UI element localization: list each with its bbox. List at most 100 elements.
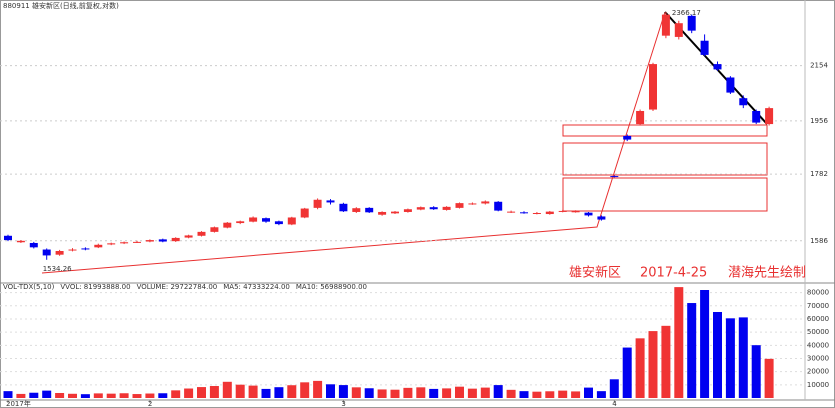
legend-item: MA5: 47333224.00 — [223, 283, 290, 291]
candle-body — [623, 135, 632, 140]
candle-body — [403, 209, 412, 212]
candle-body — [42, 249, 51, 256]
trend-line — [41, 11, 666, 274]
legend-item: VVOL: 81993888.00 — [60, 283, 130, 291]
candle-body — [507, 211, 516, 213]
candle-body — [597, 216, 606, 220]
volume-bar — [68, 393, 77, 398]
volume-bar — [261, 388, 271, 398]
volume-bar — [532, 391, 542, 398]
x-tick-label: 2 — [148, 400, 152, 408]
volume-bar — [764, 358, 774, 398]
chart-title: 880911 雄安新区(日线,前复权,对数) — [3, 1, 119, 10]
candle-body — [94, 244, 103, 248]
candle-body — [494, 201, 503, 211]
volume-bar — [351, 387, 361, 398]
volume-bar — [235, 384, 245, 398]
y-tick-label: 80000 — [807, 289, 829, 297]
volume-bar — [622, 347, 632, 398]
volume-bar — [648, 331, 658, 398]
candle-body — [249, 217, 258, 222]
candle-body — [752, 110, 761, 123]
volume-bar — [93, 393, 103, 398]
candle-body — [210, 227, 219, 232]
candle-body — [765, 108, 774, 125]
candle-body — [29, 242, 38, 248]
y-tick-label: 30000 — [807, 354, 829, 362]
candle-body — [584, 212, 593, 216]
x-tick-label: 3 — [341, 400, 345, 408]
candle-body — [274, 221, 283, 225]
y-tick-label: 70000 — [807, 302, 829, 310]
candle-body — [107, 243, 116, 245]
volume-bar — [390, 389, 400, 398]
volume-bar — [403, 387, 413, 398]
volume-bar — [16, 393, 26, 398]
x-tick-label: 4 — [612, 400, 617, 408]
candle-body — [674, 23, 683, 37]
candle-body — [55, 251, 64, 255]
legend-item: MA10: 56988900.00 — [296, 283, 367, 291]
volume-bar — [455, 386, 464, 398]
volume-bar — [338, 385, 348, 398]
candle-body — [158, 239, 167, 242]
volume-bar — [506, 389, 516, 398]
volume-bar — [326, 384, 335, 398]
volume-bar — [558, 390, 568, 398]
y-tick-label: 40000 — [807, 341, 829, 349]
volume-bar — [545, 391, 555, 398]
candle-body — [145, 240, 154, 242]
volume-bar — [687, 303, 697, 398]
candle-body — [171, 237, 180, 242]
volume-bar — [106, 393, 116, 398]
candle-body — [133, 241, 141, 243]
candle-body — [68, 249, 77, 251]
volume-bar — [725, 318, 735, 398]
volume-bar — [132, 394, 142, 398]
candle-body — [558, 210, 567, 212]
volume-bar — [429, 388, 439, 398]
candle-body — [636, 110, 645, 125]
volume-bar — [493, 385, 503, 398]
volume-bar — [55, 392, 65, 398]
candle-body — [184, 235, 193, 238]
volume-bar — [596, 391, 606, 398]
volume-bar — [300, 382, 310, 398]
legend-item: VOL-TDX(5,10) — [3, 283, 55, 291]
legend-item: VOLUME: 29722784.00 — [137, 283, 218, 291]
annotation: 雄安新区 — [569, 265, 621, 281]
volume-bar — [713, 311, 722, 398]
volume-bar — [674, 287, 684, 398]
volume-bar — [751, 345, 761, 398]
candle-body — [313, 199, 322, 208]
candle-body — [726, 77, 735, 93]
candle-body — [713, 64, 722, 70]
candle-body — [649, 64, 657, 110]
candle-body — [739, 98, 748, 106]
candle-body — [197, 231, 206, 236]
candle-body — [4, 235, 12, 241]
drawings — [41, 11, 768, 274]
candle-body — [545, 211, 554, 215]
volume-bar — [519, 391, 529, 398]
volume-bar — [145, 393, 155, 398]
volume-bar — [248, 385, 258, 398]
candle-body — [326, 200, 335, 203]
y-tick-label: 60000 — [807, 315, 829, 323]
box — [562, 124, 768, 137]
candle-body — [339, 203, 348, 212]
volume-bar — [571, 391, 581, 398]
y-tick-label: 20000 — [807, 368, 829, 376]
volume-bar — [480, 387, 490, 398]
candle-body — [300, 208, 309, 218]
candle-body — [571, 211, 580, 213]
volume-bar — [738, 317, 748, 398]
volume-bar — [80, 394, 90, 398]
y-tick-label: 1586 — [810, 237, 828, 245]
y-tick-label: 50000 — [807, 328, 829, 336]
volume-bar — [171, 390, 181, 398]
candle-body — [532, 213, 541, 215]
volume-bar — [274, 387, 284, 398]
volume-bar — [197, 387, 206, 398]
y-tick-label: 2154 — [810, 62, 828, 70]
